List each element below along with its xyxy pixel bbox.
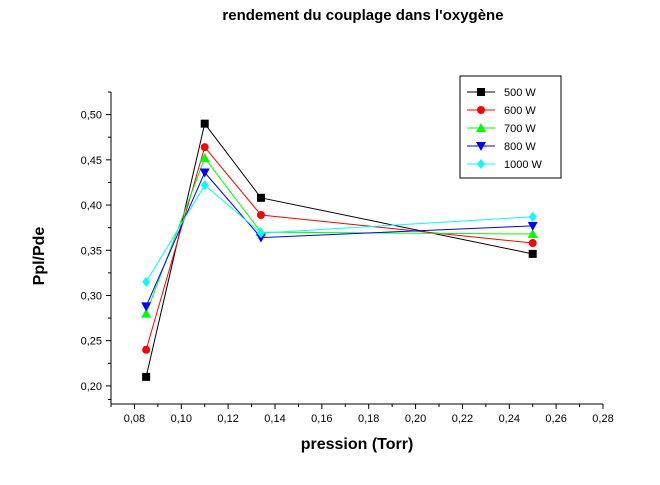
y-tick-label: 0,35 — [81, 245, 102, 257]
legend-item: 700 W — [467, 123, 536, 135]
data-point — [199, 168, 210, 178]
y-tick-label: 0,50 — [81, 110, 102, 122]
legend-marker — [477, 159, 485, 169]
y-tick-label: 0,30 — [81, 290, 102, 302]
x-tick-label: 0,26 — [545, 413, 566, 425]
x-tick-label: 0,18 — [358, 413, 379, 425]
y-tick-label: 0,25 — [81, 336, 102, 348]
data-point — [199, 153, 210, 163]
series-4 — [141, 168, 538, 312]
data-point — [200, 119, 209, 128]
legend-marker — [476, 142, 486, 151]
data-point — [256, 193, 265, 202]
x-tick-label: 0,16 — [311, 413, 332, 425]
x-tick-label: 0,10 — [171, 413, 192, 425]
data-point — [200, 180, 209, 191]
series-5 — [142, 180, 537, 287]
legend-label: 800 W — [504, 141, 536, 153]
series-line — [145, 122, 533, 377]
y-axis-label: Ppl/Pde — [31, 227, 48, 286]
x-tick-label: 0,14 — [264, 413, 285, 425]
series-line — [145, 184, 533, 283]
legend-marker — [477, 106, 485, 114]
y-tick-label: 0,20 — [81, 381, 102, 393]
y-tick-label: 0,40 — [81, 200, 102, 212]
series-2 — [142, 143, 537, 354]
legend-box — [459, 75, 562, 179]
data-point — [528, 249, 537, 258]
legend-label: 1000 W — [504, 159, 543, 171]
data-point — [255, 233, 266, 243]
legend-label: 600 W — [504, 105, 536, 117]
series-layer — [141, 119, 538, 381]
x-tick-label: 0,20 — [405, 413, 426, 425]
series-line — [145, 156, 533, 314]
legend-item: 500 W — [467, 87, 536, 99]
legend-item: 1000 W — [467, 159, 543, 171]
x-tick-label: 0,22 — [452, 413, 473, 425]
data-point — [256, 210, 265, 219]
data-point — [528, 211, 537, 222]
legend-label: 500 W — [504, 87, 536, 99]
data-point — [141, 302, 152, 312]
x-tick-label: 0,08 — [124, 413, 145, 425]
data-point — [142, 276, 151, 287]
legend-label: 700 W — [504, 123, 536, 135]
legend-item: 600 W — [467, 105, 536, 117]
legend-item: 800 W — [467, 141, 536, 153]
data-point — [527, 228, 538, 238]
data-point — [142, 372, 151, 381]
legend: 500 W 600 W 700 W 800 W 1000 W — [459, 75, 562, 179]
data-point — [256, 228, 265, 239]
data-point — [528, 239, 537, 248]
series-line — [145, 171, 533, 307]
data-point — [527, 221, 538, 231]
y-tick-label: 0,45 — [81, 155, 102, 167]
legend-marker — [476, 123, 486, 132]
x-axis-label: pression (Torr) — [301, 436, 414, 453]
data-point — [142, 345, 151, 354]
x-tick-label: 0,28 — [592, 413, 613, 425]
series-line — [145, 146, 533, 350]
data-point — [200, 143, 209, 152]
legend-marker — [477, 88, 485, 96]
data-point — [141, 308, 152, 318]
x-tick-label: 0,12 — [217, 413, 238, 425]
series-1 — [142, 119, 537, 381]
chart-title: rendement du couplage dans l'oxygène — [222, 7, 503, 24]
x-tick-label: 0,24 — [499, 413, 520, 425]
axes: 0,08 0,10 0,12 0,14 0,16 0,18 0,20 0,22 0,24 0,26… — [81, 91, 614, 425]
